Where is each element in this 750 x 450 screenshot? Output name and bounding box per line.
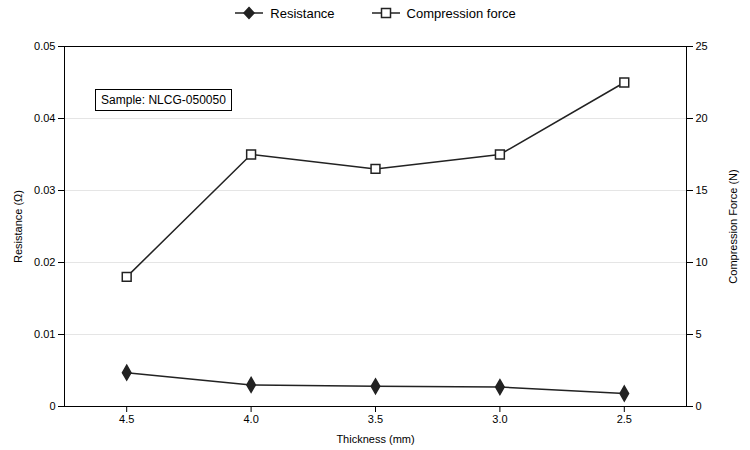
svg-text:10: 10 bbox=[696, 256, 708, 268]
svg-text:3.0: 3.0 bbox=[492, 413, 507, 425]
svg-text:0.04: 0.04 bbox=[34, 112, 55, 124]
svg-text:0: 0 bbox=[696, 400, 702, 412]
svg-text:15: 15 bbox=[696, 184, 708, 196]
svg-text:3.5: 3.5 bbox=[368, 413, 383, 425]
html-text:Resistance: Resistance bbox=[270, 5, 335, 21]
svg-text:2.5: 2.5 bbox=[617, 413, 632, 425]
svg-text:4.5: 4.5 bbox=[119, 413, 134, 425]
svg-text:0.03: 0.03 bbox=[34, 184, 55, 196]
svg-text:20: 20 bbox=[696, 112, 708, 124]
html-text:Compression force: Compression force bbox=[406, 5, 516, 21]
svg-text:5: 5 bbox=[696, 328, 702, 340]
svg-text:0.05: 0.05 bbox=[34, 40, 55, 52]
svg-text:4.0: 4.0 bbox=[243, 413, 258, 425]
svg-text:Thickness (mm): Thickness (mm) bbox=[336, 433, 414, 445]
svg-text:25: 25 bbox=[696, 40, 708, 52]
svg-text:0.02: 0.02 bbox=[34, 256, 55, 268]
html-text:Sample: NLCG-050050: Sample: NLCG-050050 bbox=[101, 93, 226, 108]
svg-text:Compression Force (N): Compression Force (N) bbox=[727, 169, 739, 283]
svg-text:0.01: 0.01 bbox=[34, 328, 55, 340]
svg-text:Resistance (Ω): Resistance (Ω) bbox=[12, 190, 24, 263]
svg-text:0: 0 bbox=[49, 400, 55, 412]
